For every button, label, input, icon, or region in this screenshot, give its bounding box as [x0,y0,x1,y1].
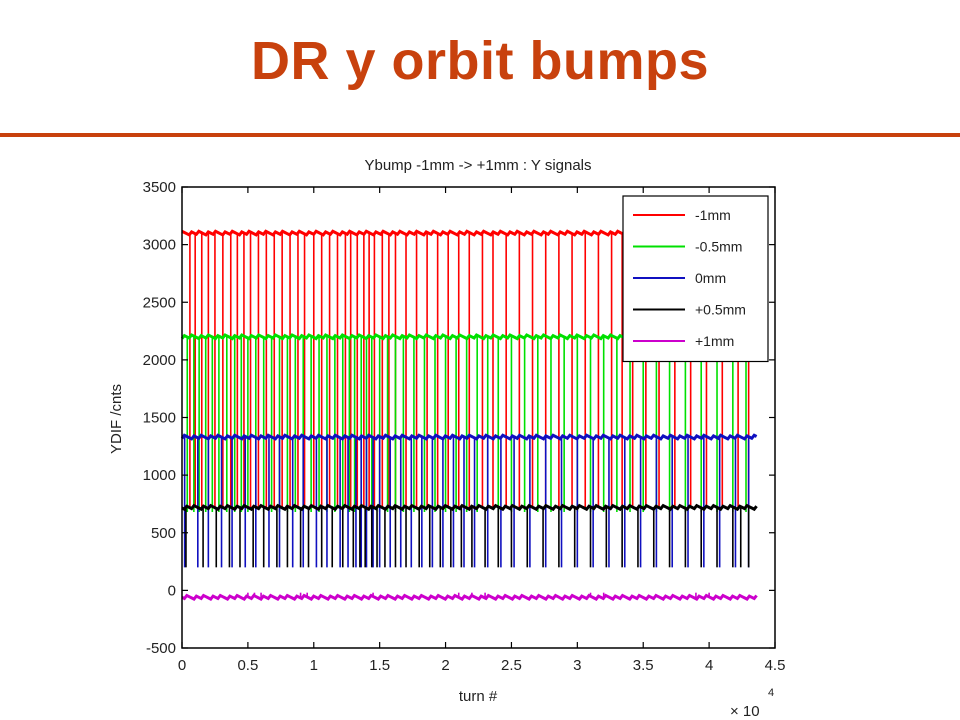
title-divider [0,133,960,137]
y-tick-label: 500 [151,525,176,542]
legend-label: +0.5mm [695,302,746,318]
x-axis-multiplier-exponent: 4 [768,687,774,699]
x-tick-label: 3 [573,657,581,674]
legend-label: -0.5mm [695,239,742,255]
y-tick-label: 1000 [143,467,176,484]
x-tick-label: 0 [178,657,186,674]
series-+0.5mm [181,503,758,568]
series-line [181,503,758,512]
y-tick-label: 2000 [143,352,176,369]
series-0mm [180,433,758,568]
series-line [181,593,758,602]
x-tick-label: 1 [310,657,318,674]
slide-title: DR y orbit bumps [250,31,709,91]
y-tick-label: -500 [146,640,176,657]
chart-title: Ybump -1mm -> +1mm : Y signals [364,157,591,174]
x-tick-label: 0.5 [237,657,258,674]
series-line [180,433,758,441]
y-axis-label: YDIF /cnts [108,384,125,454]
y-tick-label: 2500 [143,294,176,311]
x-tick-label: 3.5 [633,657,654,674]
y-tick-label: 1500 [143,410,176,427]
y-tick-label: 3500 [143,179,176,196]
x-tick-label: 4.5 [765,657,786,674]
x-axis-multiplier: × 10 [730,703,760,720]
legend-label: +1mm [695,333,734,349]
x-axis-label: turn # [459,688,498,705]
x-tick-label: 4 [705,657,713,674]
y-tick-label: 0 [168,582,176,599]
x-tick-label: 1.5 [369,657,390,674]
x-tick-label: 2 [441,657,449,674]
y-tick-label: 3000 [143,237,176,254]
legend-label: -1mm [695,207,731,223]
x-tick-label: 2.5 [501,657,522,674]
legend-label: 0mm [695,270,726,286]
series--1mm [181,229,758,508]
series-+1mm [181,592,758,602]
